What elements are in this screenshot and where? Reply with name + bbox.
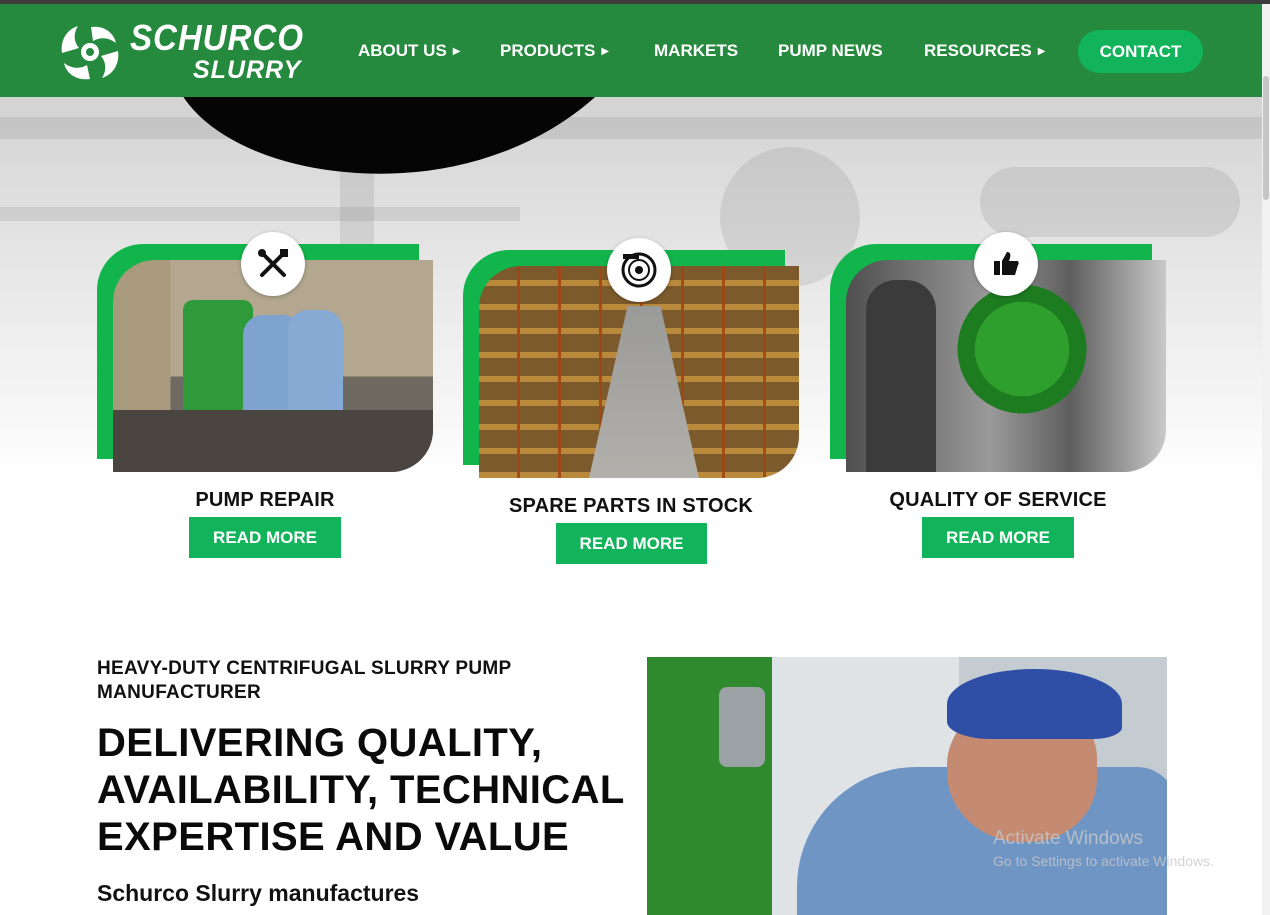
hero-dark-shape (164, 97, 676, 185)
submenu-caret-icon: ▶ (1037, 46, 1046, 57)
intro-eyebrow: HEAVY-DUTY CENTRIFUGAL SLURRY PUMP MANUF… (97, 658, 512, 703)
background-pipe (0, 117, 1262, 139)
nav-resources-label: RESOURCES (924, 41, 1032, 60)
read-more-button[interactable]: READ MORE (922, 517, 1074, 558)
background-pipe (0, 207, 520, 221)
submenu-caret-icon: ▶ (601, 46, 610, 57)
logo-wordmark-secondary: SLURRY (193, 56, 302, 84)
nav-about-us[interactable]: ABOUT US ▶ (358, 40, 460, 65)
windows-activation-hint: Go to Settings to activate Windows. (993, 853, 1214, 869)
photo-cap (947, 669, 1122, 739)
card-title: PUMP REPAIR (195, 489, 335, 511)
card-title: SPARE PARTS IN STOCK (508, 495, 754, 517)
nav-about-us-label: ABOUT US (358, 41, 447, 60)
nav-products-label: PRODUCTS (500, 41, 596, 60)
read-more-button[interactable]: READ MORE (556, 523, 707, 564)
windows-activation-title: Activate Windows (993, 828, 1143, 849)
logo-swirl-icon (61, 26, 119, 80)
pump-repair-photo (113, 260, 433, 472)
nav-pump-news[interactable]: PUMP NEWS (778, 40, 883, 62)
nav-markets-label: MARKETS (654, 41, 739, 60)
thumbs-up-icon (974, 232, 1038, 296)
site-logo[interactable]: SCHURCO SLURRY (58, 18, 303, 84)
background-pipe (980, 167, 1240, 237)
card-title: QUALITY OF SERVICE (889, 489, 1107, 511)
nav-markets[interactable]: MARKETS (654, 40, 738, 62)
scrollbar-thumb[interactable] (1263, 76, 1269, 200)
pump-icon (607, 238, 671, 302)
main-nav: ABOUT US ▶ PRODUCTS ▶ MARKETS PUMP NEWS RE… (0, 4, 1262, 97)
nav-products[interactable]: PRODUCTS ▶ (500, 40, 609, 65)
browser-top-strip (0, 0, 1270, 4)
submenu-caret-icon: ▶ (452, 46, 461, 57)
intro-headline: DELIVERING QUALITY, AVAILABILITY, TECHNI… (97, 721, 624, 859)
worker-photo (647, 657, 1167, 915)
nav-pump-news-label: PUMP NEWS (778, 41, 883, 60)
tools-icon (241, 232, 305, 296)
site-header: SCHURCO SLURRY ABOUT US ▶ PRODUCTS ▶ MARKE… (0, 4, 1262, 97)
logo-wordmark-primary: SCHURCO (130, 17, 304, 58)
page-scrollbar[interactable] (1262, 4, 1270, 915)
nav-resources[interactable]: RESOURCES ▶ (924, 40, 1045, 65)
intro-subhead: Schurco Slurry manufactures (97, 880, 420, 906)
photo-bolt (719, 687, 765, 767)
contact-button[interactable]: CONTACT (1078, 30, 1203, 73)
read-more-button[interactable]: READ MORE (189, 517, 341, 558)
